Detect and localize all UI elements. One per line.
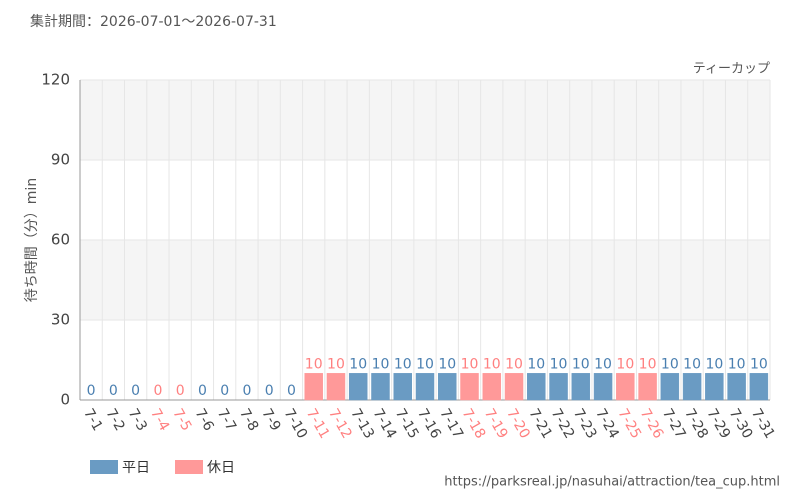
- value-label: 10: [705, 356, 723, 372]
- x-tick-label: 7-5: [169, 406, 194, 434]
- y-tick-label: 0: [60, 391, 70, 409]
- value-label: 10: [372, 356, 390, 372]
- bar: [482, 373, 502, 401]
- x-tick-label: 7-9: [258, 406, 283, 434]
- bar: [682, 373, 702, 401]
- value-label: 0: [87, 383, 96, 399]
- value-label: 0: [265, 383, 274, 399]
- value-label: 0: [242, 383, 251, 399]
- legend-label: 休日: [207, 460, 235, 476]
- y-tick-label: 60: [51, 231, 70, 249]
- bar: [616, 373, 635, 401]
- value-label: 10: [616, 356, 634, 372]
- value-label: 0: [176, 383, 185, 399]
- value-label: 10: [505, 356, 523, 372]
- chart-subtitle: ティーカップ: [693, 62, 770, 77]
- source-url: https://parksreal.jp/nasuhai/attraction/…: [444, 475, 780, 490]
- x-tick-label: 7-31: [748, 406, 778, 442]
- x-tick-label: 7-8: [236, 406, 261, 434]
- bar: [371, 373, 390, 401]
- value-label: 0: [109, 383, 118, 399]
- value-label: 0: [198, 383, 207, 399]
- bar: [415, 373, 435, 401]
- value-label: 0: [153, 383, 162, 399]
- value-label: 10: [527, 356, 545, 372]
- value-label: 10: [572, 356, 590, 372]
- value-label: 10: [550, 356, 568, 372]
- legend-swatch: [175, 460, 203, 474]
- bar: [504, 373, 524, 401]
- value-label: 10: [661, 356, 679, 372]
- y-axis-label: 待ち時間（分）min: [24, 178, 40, 302]
- x-tick-label: 7-3: [125, 406, 150, 434]
- bar: [660, 373, 680, 401]
- bar: [326, 373, 346, 401]
- value-label: 10: [416, 356, 434, 372]
- bar: [304, 373, 323, 401]
- bar: [727, 373, 746, 401]
- legend-label: 平日: [122, 460, 150, 476]
- value-label: 10: [639, 356, 657, 372]
- value-label: 10: [483, 356, 501, 372]
- bar: [638, 373, 657, 401]
- value-label: 10: [728, 356, 746, 372]
- bar: [705, 373, 724, 401]
- bar: [527, 373, 546, 401]
- y-tick-label: 30: [51, 311, 70, 329]
- bar: [438, 373, 457, 401]
- value-label: 10: [394, 356, 412, 372]
- grid-band: [80, 240, 770, 320]
- value-label: 10: [750, 356, 768, 372]
- bar: [593, 373, 613, 401]
- x-tick-label: 7-6: [191, 406, 216, 434]
- value-label: 10: [305, 356, 323, 372]
- bar: [348, 373, 368, 401]
- x-tick-label: 7-1: [80, 406, 105, 434]
- value-label: 10: [683, 356, 701, 372]
- value-label: 10: [349, 356, 367, 372]
- grid-band: [80, 80, 770, 160]
- bar: [571, 373, 591, 401]
- value-label: 10: [327, 356, 345, 372]
- y-tick-label: 120: [41, 71, 70, 89]
- chart-title: 集計期間：2026-07-01～2026-07-31: [30, 13, 277, 30]
- bar: [393, 373, 412, 401]
- value-label: 0: [131, 383, 140, 399]
- value-label: 10: [438, 356, 456, 372]
- bar: [460, 373, 479, 401]
- bar: [549, 373, 568, 401]
- bar: [749, 373, 769, 401]
- value-label: 10: [594, 356, 612, 372]
- value-label: 10: [461, 356, 479, 372]
- x-tick-label: 7-7: [214, 406, 239, 434]
- legend-swatch: [90, 460, 118, 474]
- x-tick-label: 7-4: [147, 406, 172, 434]
- value-label: 0: [220, 383, 229, 399]
- y-tick-label: 90: [51, 151, 70, 169]
- value-label: 0: [287, 383, 296, 399]
- x-tick-label: 7-2: [102, 406, 127, 434]
